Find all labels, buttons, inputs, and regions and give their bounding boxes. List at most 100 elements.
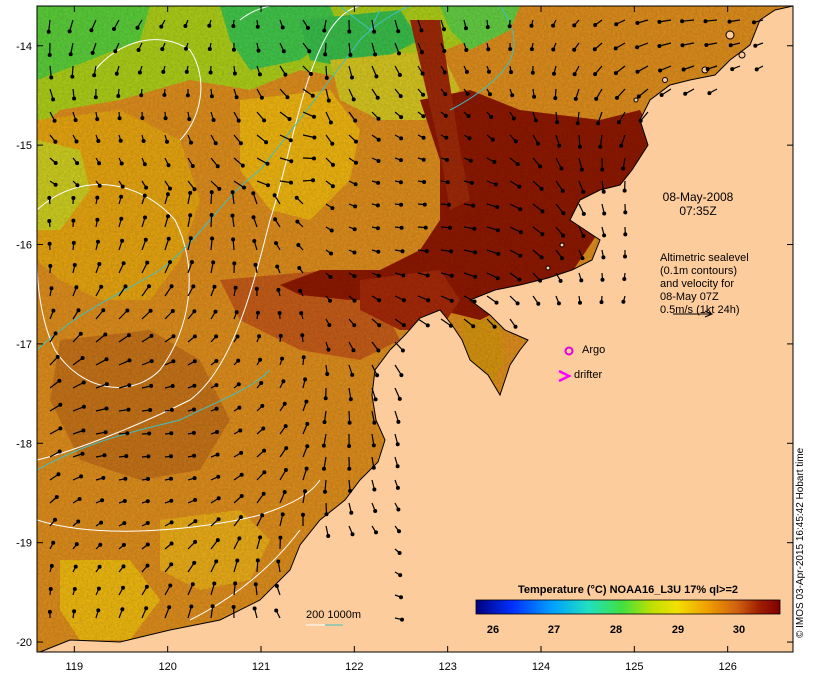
- velocity-vector-head: [77, 497, 82, 502]
- velocity-vector-head: [52, 118, 57, 123]
- velocity-vector-head: [304, 399, 309, 404]
- velocity-vector-head: [517, 184, 522, 189]
- velocity-vector-head: [539, 255, 544, 260]
- velocity-vector-head: [262, 470, 267, 475]
- velocity-vector-head: [535, 141, 540, 146]
- velocity-vector-head: [467, 136, 472, 141]
- velocity-vector-head: [421, 135, 426, 140]
- velocity-vector-head: [635, 45, 640, 50]
- velocity-vector-head: [326, 98, 331, 103]
- velocity-vector-head: [635, 69, 640, 74]
- velocity-vector-head: [256, 310, 261, 315]
- drifter-label: drifter: [574, 369, 603, 381]
- velocity-vector-head: [350, 75, 355, 80]
- velocity-vector-head: [192, 359, 197, 364]
- velocity-vector-head: [399, 115, 404, 120]
- velocity-vector-head: [622, 254, 627, 259]
- velocity-vector-head: [95, 117, 100, 122]
- velocity-vector-head: [529, 23, 534, 28]
- velocity-vector-head: [116, 93, 121, 98]
- velocity-vector-head: [170, 309, 175, 314]
- velocity-vector-head: [81, 428, 86, 433]
- velocity-vector-head: [518, 207, 523, 212]
- velocity-vector-head: [47, 52, 52, 57]
- velocity-vector-head: [193, 539, 198, 544]
- velocity-vector-head: [622, 277, 627, 282]
- velocity-vector-head: [126, 333, 131, 338]
- velocity-vector-head: [599, 300, 604, 305]
- velocity-vector-head: [375, 226, 380, 231]
- velocity-vector-head: [623, 232, 628, 237]
- velocity-vector-head: [494, 300, 499, 305]
- velocity-vector-head: [259, 95, 264, 100]
- velocity-vector-head: [289, 180, 294, 185]
- velocity-vector-head: [214, 334, 219, 339]
- velocity-vector-head: [124, 454, 129, 459]
- velocity-vector-head: [401, 323, 406, 328]
- velocity-vector-head: [258, 535, 263, 540]
- velocity-vector-head: [621, 299, 626, 304]
- velocity-vector-head: [74, 285, 79, 290]
- velocity-vector-head: [136, 47, 141, 52]
- argo-label: Argo: [582, 344, 606, 356]
- velocity-vector-head: [507, 24, 512, 29]
- velocity-vector-head: [278, 535, 283, 540]
- velocity-vector-head: [581, 189, 586, 194]
- velocity-vector-head: [213, 309, 218, 314]
- velocity-vector-head: [471, 203, 476, 208]
- velocity-vector-head: [444, 135, 449, 140]
- velocity-vector-head: [556, 301, 561, 306]
- velocity-vector-head: [167, 605, 172, 610]
- velocity-vector-head: [301, 355, 306, 360]
- velocity-vector-head: [215, 452, 220, 457]
- velocity-vector-head: [169, 562, 174, 567]
- velocity-vector-head: [239, 515, 244, 520]
- velocity-vector-head: [58, 402, 63, 407]
- velocity-vector-head: [169, 454, 174, 459]
- velocity-vector-head: [518, 230, 523, 235]
- velocity-vector-head: [49, 75, 54, 80]
- velocity-vector-head: [51, 540, 56, 545]
- image-date: 08-May-2008: [662, 190, 734, 204]
- velocity-vector-head: [171, 359, 176, 364]
- velocity-vector-head: [74, 139, 79, 144]
- velocity-vector-head: [96, 608, 101, 613]
- velocity-vector-head: [264, 140, 269, 145]
- velocity-vector-head: [490, 137, 495, 142]
- velocity-vector-head: [126, 407, 131, 412]
- velocity-vector-head: [559, 166, 564, 171]
- velocity-vector-head: [572, 23, 577, 28]
- velocity-vector-head: [72, 263, 77, 268]
- velocity-vector-head: [121, 564, 126, 569]
- velocity-vector-head: [424, 249, 429, 254]
- velocity-vector-head: [442, 27, 447, 32]
- velocity-vector-head: [57, 378, 62, 383]
- velocity-vector-head: [419, 28, 424, 33]
- sst-plot-area: [37, 6, 793, 652]
- velocity-vector-head: [538, 278, 543, 283]
- velocity-vector-head: [169, 498, 174, 503]
- velocity-vector-head: [101, 308, 106, 313]
- x-tick-label-121: 121: [252, 661, 270, 673]
- velocity-vector-head: [74, 542, 79, 547]
- velocity-vector-head: [192, 476, 197, 481]
- velocity-vector-head: [125, 308, 130, 313]
- velocity-vector-head: [621, 166, 626, 171]
- x-tick-label-123: 123: [438, 661, 456, 673]
- velocity-vector-head: [214, 359, 219, 364]
- velocity-vector-head: [623, 210, 628, 215]
- velocity-vector-head: [274, 583, 279, 588]
- velocity-vector-head: [469, 181, 474, 186]
- velocity-vector-head: [532, 94, 537, 99]
- velocity-vector-head: [97, 183, 102, 188]
- velocity-vector-head: [146, 454, 151, 459]
- velocity-vector-head: [449, 249, 454, 254]
- velocity-vector-head: [397, 550, 402, 555]
- velocity-vector-head: [594, 96, 599, 101]
- velocity-vector-head: [168, 260, 173, 265]
- velocity-vector-head: [305, 444, 310, 449]
- velocity-vector-head: [471, 324, 476, 329]
- velocity-vector-head: [376, 249, 381, 254]
- velocity-vector-head: [137, 70, 142, 75]
- velocity-vector-head: [98, 542, 103, 547]
